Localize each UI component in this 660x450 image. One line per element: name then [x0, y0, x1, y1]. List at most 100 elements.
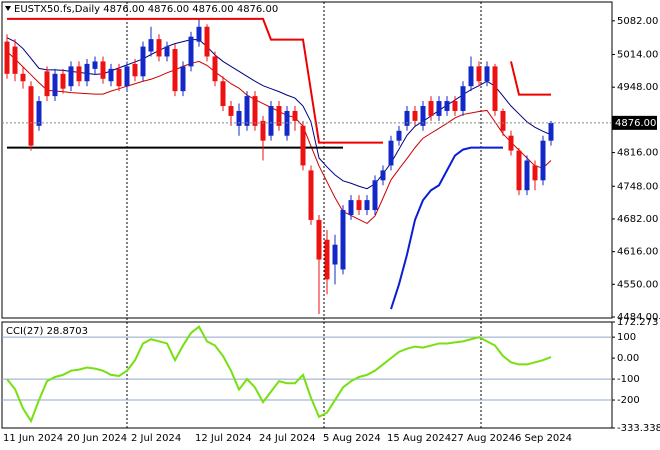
candle-body	[468, 66, 474, 87]
candle-body	[412, 110, 418, 121]
candle-body	[68, 66, 74, 87]
candle-body	[356, 200, 362, 211]
y-tick-label: 0.00	[617, 353, 639, 364]
candle-body	[196, 26, 202, 42]
candle-body	[20, 73, 26, 82]
candle-body	[364, 200, 370, 211]
y-tick-label: 5082.00	[617, 16, 658, 27]
candle-body	[316, 219, 322, 260]
y-tick-label: 4682.00	[617, 214, 658, 225]
candle-body	[308, 170, 314, 220]
x-tick-label: 11 Jun 2024	[3, 433, 63, 444]
candle-body	[4, 41, 10, 74]
y-tick-label: 4484.00	[617, 312, 658, 323]
candle-body	[84, 63, 90, 82]
candle-body	[508, 135, 514, 151]
candle-body	[108, 68, 114, 82]
candle-body	[276, 106, 282, 126]
candle-body	[52, 73, 58, 97]
candle-body	[220, 81, 226, 107]
candle-body	[340, 210, 346, 270]
candle-body	[428, 101, 434, 116]
candle-body	[396, 130, 402, 141]
candle-body	[92, 61, 98, 69]
candle-body	[524, 160, 530, 191]
candle-body	[516, 150, 522, 191]
y-tick-label: -100	[617, 374, 640, 385]
candle-body	[228, 106, 234, 116]
candle-body	[332, 244, 338, 265]
candle-body	[532, 165, 538, 181]
indicator-line	[390, 146, 503, 310]
y-tick-label: 100	[617, 332, 636, 343]
candle-body	[324, 239, 330, 280]
cci-line	[6, 325, 552, 424]
candle-body	[76, 66, 82, 82]
candle-body	[492, 66, 498, 111]
y-tick-label: 4816.00	[617, 148, 658, 159]
last-price-tag	[612, 115, 657, 130]
x-tick-label: 5 Aug 2024	[323, 433, 381, 444]
candle-body	[148, 39, 154, 52]
candle-body	[140, 46, 146, 77]
candle-body	[476, 66, 482, 82]
candle-body	[452, 101, 458, 111]
candle-body	[100, 61, 106, 79]
candle-body	[180, 66, 186, 92]
candle-body	[60, 73, 66, 89]
x-tick-label: 6 Sep 2024	[515, 433, 572, 444]
y-tick-label: 5014.00	[617, 50, 658, 61]
candle-body	[252, 96, 258, 126]
candle-body	[500, 110, 506, 131]
candle-body	[28, 86, 34, 146]
candle-body	[212, 56, 218, 82]
candle-body	[380, 170, 386, 181]
candle-body	[300, 125, 306, 166]
x-tick-label: 12 Jul 2024	[195, 433, 252, 444]
indicator-line	[510, 61, 551, 96]
candle-body	[388, 140, 394, 166]
candle-body	[12, 46, 18, 74]
candle-body	[348, 200, 354, 215]
candle-body	[244, 96, 250, 126]
y-tick-label: 172.2737	[617, 317, 660, 328]
y-tick-label: 4748.00	[617, 181, 658, 192]
title-icon	[5, 6, 11, 11]
candle-body	[132, 63, 138, 77]
x-tick-label: 15 Aug 2024	[387, 433, 451, 444]
indicator-line	[6, 37, 552, 190]
month-separators	[126, 2, 482, 428]
candle-body	[44, 71, 50, 97]
cci-panel	[1, 321, 613, 429]
x-tick-label: 20 Jun 2024	[67, 433, 127, 444]
cci-title: CCI(27) 28.8703	[6, 326, 88, 337]
y-tick-label: 4550.00	[617, 279, 658, 290]
candle-body	[36, 101, 42, 126]
candle-body	[444, 101, 450, 111]
x-tick-label: 2 Jul 2024	[131, 433, 181, 444]
candle-body	[268, 106, 274, 136]
chart-title: EUSTX50.fs,Daily 4876.00 4876.00 4876.00…	[14, 4, 278, 15]
last-price-label: 4876.00	[615, 118, 656, 129]
candle-body	[436, 101, 442, 116]
candle-body	[156, 39, 162, 57]
x-tick-label: 24 Jul 2024	[259, 433, 316, 444]
candle-body	[372, 180, 378, 211]
candle-body	[236, 110, 242, 126]
candle-body	[172, 49, 178, 92]
candle-body	[204, 26, 210, 57]
candle-body	[404, 110, 410, 126]
y-tick-label: 4616.00	[617, 247, 658, 258]
candle-body	[548, 122, 554, 141]
candle-body	[124, 66, 130, 87]
candle-body	[116, 68, 122, 87]
candle-body	[460, 86, 466, 111]
candle-body	[484, 66, 490, 82]
candle-body	[540, 140, 546, 181]
price-panel	[1, 1, 613, 319]
x-tick-label: 27 Aug 2024	[451, 433, 515, 444]
candle-body	[164, 46, 170, 57]
y-tick-label: 4948.00	[617, 82, 658, 93]
indicator-line	[7, 17, 383, 144]
